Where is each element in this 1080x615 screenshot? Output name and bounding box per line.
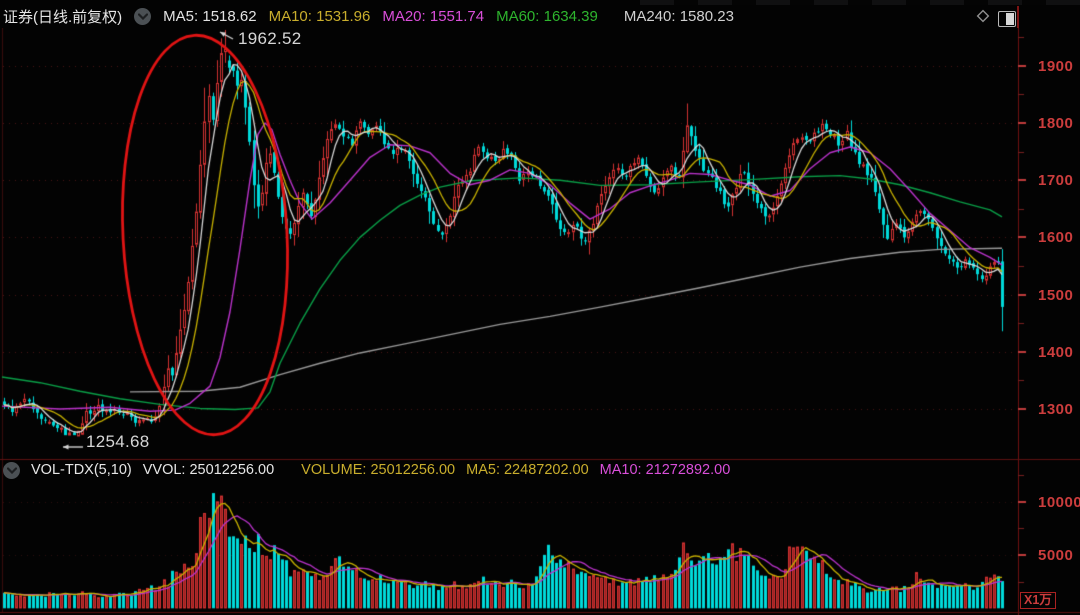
price-axis-label: 1600 — [1038, 229, 1074, 246]
instrument-title: 证券(日线.前复权) — [3, 8, 123, 26]
price-axis-label: 1700 — [1038, 172, 1074, 189]
volume-panel-header: VOL-TDX(5,10) VVOL: 25012256.00 VOLUME: … — [3, 461, 730, 479]
panel-toggle-fill — [1006, 12, 1014, 25]
price-axis-label: 1300 — [1038, 401, 1074, 418]
top-strip-remnant — [640, 0, 1080, 5]
volume-axis-label: 5000 — [1038, 547, 1074, 564]
volume-axis-label: 10000 — [1038, 494, 1080, 511]
price-axis-label: 1400 — [1038, 344, 1074, 361]
panel-toggle-icon[interactable] — [998, 10, 1016, 27]
volume-indicator-name: VOL-TDX(5,10) — [31, 462, 132, 478]
candlestick-chart-canvas[interactable] — [0, 28, 1080, 615]
diamond-icon[interactable] — [975, 8, 991, 29]
ma20-value: MA20: 1551.74 — [382, 7, 485, 25]
header-icon-group — [975, 8, 1016, 29]
price-axis-label: 1800 — [1038, 115, 1074, 132]
volume-value: VOLUME: 25012256.00 — [301, 462, 456, 478]
chevron-down-icon[interactable] — [3, 461, 20, 479]
volume-ma5-value: MA5: 22487202.00 — [466, 462, 589, 478]
chevron-down-icon[interactable] — [134, 7, 152, 25]
ma60-value: MA60: 1634.39 — [496, 7, 598, 25]
vvol-value: VVOL: 25012256.00 — [142, 462, 275, 478]
peak-price-label: 1962.52 — [238, 29, 302, 48]
ma10-value: MA10: 1531.96 — [268, 7, 371, 25]
axis-line-top — [1017, 6, 1019, 28]
volume-unit-label: X1万 — [1020, 592, 1056, 609]
ma5-value: MA5: 1518.62 — [163, 7, 257, 25]
price-panel-header: 证券(日线.前复权) MA5: 1518.62 MA10: 1531.96 MA… — [3, 6, 734, 26]
price-axis-label: 1900 — [1038, 58, 1074, 75]
ma240-value: MA240: 1580.23 — [623, 7, 734, 25]
volume-ma10-value: MA10: 21272892.00 — [599, 462, 731, 478]
price-axis-label: 1500 — [1038, 287, 1074, 304]
low-price-label: 1254.68 — [86, 432, 150, 451]
